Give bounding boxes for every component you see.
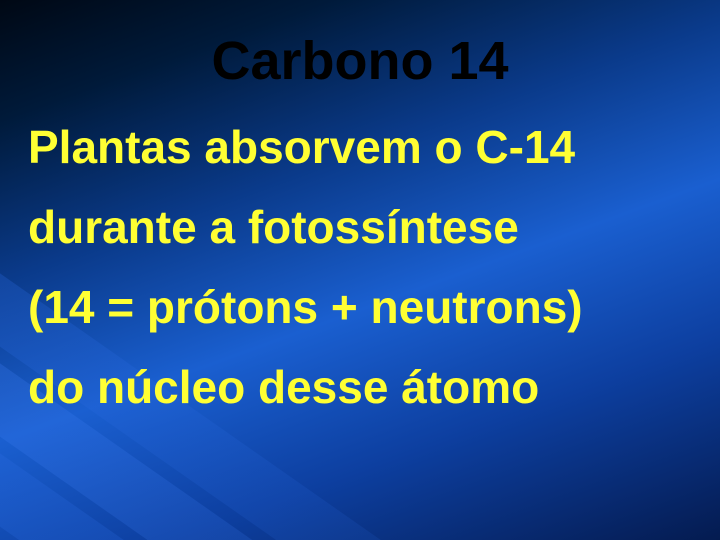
body-line: durante a fotossíntese: [28, 200, 692, 254]
body-line: (14 = prótons + neutrons): [28, 280, 692, 334]
slide-body: Plantas absorvem o C-14 durante a fotoss…: [28, 120, 692, 440]
body-line: Plantas absorvem o C-14: [28, 120, 692, 174]
slide: Carbono 14 Plantas absorvem o C-14 duran…: [0, 0, 720, 540]
body-line: do núcleo desse átomo: [28, 360, 692, 414]
slide-title: Carbono 14: [0, 30, 720, 92]
diagonal-accent: [0, 445, 718, 540]
